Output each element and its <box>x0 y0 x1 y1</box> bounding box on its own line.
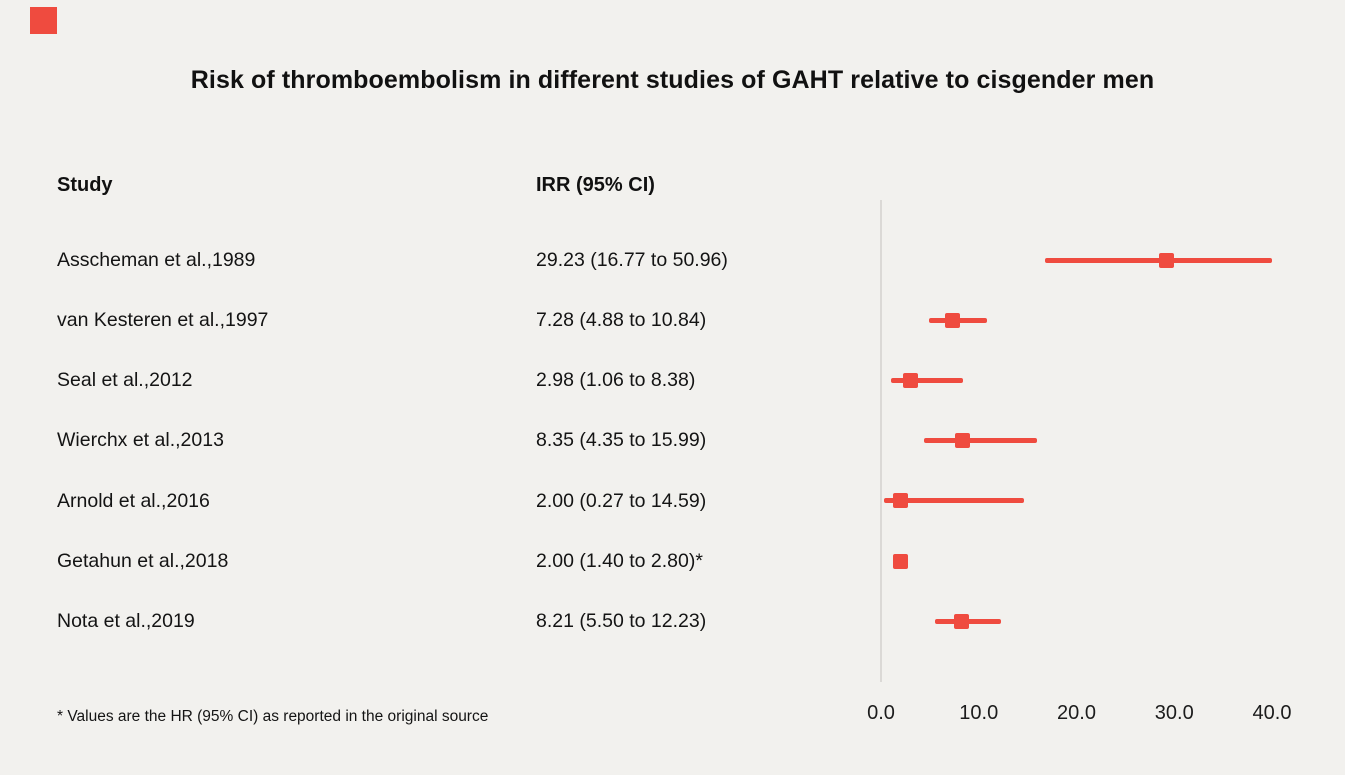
ci-line <box>891 377 963 383</box>
study-name: van Kesteren et al.,1997 <box>57 309 269 331</box>
x-tick-label: 20.0 <box>1057 702 1096 724</box>
ci-line <box>923 438 1038 444</box>
estimate-marker <box>902 372 918 388</box>
ci-line <box>883 498 1024 504</box>
irr-value: 7.28 (4.88 to 10.84) <box>536 309 707 331</box>
irr-value: 2.98 (1.06 to 8.38) <box>536 369 696 391</box>
brand-logo-square <box>30 7 57 34</box>
x-tick-label: 10.0 <box>959 702 999 724</box>
estimate-marker <box>1159 252 1175 268</box>
estimate-marker <box>893 493 909 509</box>
study-name: Seal et al.,2012 <box>57 369 193 391</box>
study-name: Nota et al.,2019 <box>57 610 195 632</box>
irr-value: 8.35 (4.35 to 15.99) <box>536 429 707 451</box>
estimate-marker <box>953 613 969 629</box>
footnote: * Values are the HR (95% CI) as reported… <box>57 708 489 725</box>
zero-axis-line <box>880 200 882 682</box>
irr-value: 2.00 (0.27 to 14.59) <box>536 490 707 512</box>
chart-title: Risk of thromboembolism in different stu… <box>190 66 1155 94</box>
study-name: Arnold et al.,2016 <box>57 490 210 512</box>
column-header-irr: IRR (95% CI) <box>536 174 655 196</box>
ci-line <box>1044 257 1272 263</box>
x-tick-label: 40.0 <box>1252 702 1292 724</box>
study-name: Getahun et al.,2018 <box>57 550 229 572</box>
estimate-marker <box>893 553 909 569</box>
study-name: Asscheman et al.,1989 <box>57 249 256 271</box>
study-name: Wierchx et al.,2013 <box>57 429 224 451</box>
irr-value: 29.23 (16.77 to 50.96) <box>536 249 728 271</box>
x-tick-label: 30.0 <box>1154 702 1194 724</box>
estimate-marker <box>955 433 971 449</box>
irr-value: 8.21 (5.50 to 12.23) <box>536 610 707 632</box>
estimate-marker <box>944 312 960 328</box>
irr-value: 2.00 (1.40 to 2.80)* <box>536 550 703 572</box>
column-header-study: Study <box>57 174 113 196</box>
x-tick-label: 0.0 <box>867 702 895 724</box>
